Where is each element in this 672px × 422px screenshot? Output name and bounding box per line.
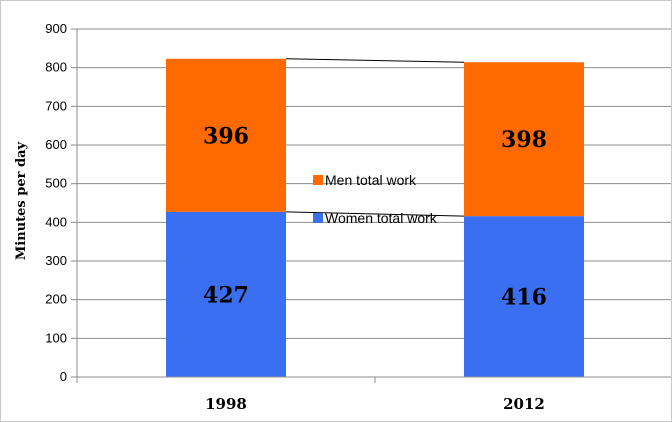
y-tick-label-100: 100 xyxy=(45,330,67,345)
data-label-women-total-work-2012: 416 xyxy=(501,285,547,311)
series-line-women-total-work xyxy=(285,211,465,217)
x-category-label-1998: 1998 xyxy=(205,395,247,413)
axes: 0 100 200 300 400 500 600 700 800 900 1998 2012 xyxy=(45,21,671,413)
bar-women-total-work-1998 xyxy=(166,211,286,377)
y-tick-label-600: 600 xyxy=(45,137,67,152)
bar-men-total-work-1998 xyxy=(166,58,286,212)
y-tick-label-0: 0 xyxy=(60,369,67,384)
y-tick-label-800: 800 xyxy=(45,60,67,75)
y-tick-label-700: 700 xyxy=(45,98,67,113)
legend-label-men-total-work: Men total work xyxy=(325,172,417,188)
data-label-women-total-work-1998: 427 xyxy=(203,282,249,308)
data-labels: 427 396 416 398 xyxy=(203,123,547,310)
y-tick-label-400: 400 xyxy=(45,214,67,229)
data-label-men-total-work-2012: 398 xyxy=(501,127,547,153)
legend-label-women-total-work: Women total work xyxy=(325,210,438,226)
y-tick-label-200: 200 xyxy=(45,292,67,307)
y-tick-label-300: 300 xyxy=(45,253,67,268)
y-axis-title: Minutes per day xyxy=(14,141,29,260)
data-label-men-total-work-1998: 396 xyxy=(203,123,249,149)
y-tick-label-500: 500 xyxy=(45,176,67,191)
legend: Men total work Women total work xyxy=(313,172,438,226)
bar-men-total-work-2012 xyxy=(464,62,584,217)
series-connector-lines xyxy=(285,58,465,217)
series-line-men-total-work xyxy=(285,58,465,63)
y-tick-label-900: 900 xyxy=(45,21,67,36)
x-category-label-2012: 2012 xyxy=(503,395,545,413)
bar-women-total-work-2012 xyxy=(464,216,584,377)
legend-swatch-women-total-work xyxy=(313,213,323,223)
bars xyxy=(166,58,584,377)
legend-swatch-men-total-work xyxy=(313,175,323,185)
